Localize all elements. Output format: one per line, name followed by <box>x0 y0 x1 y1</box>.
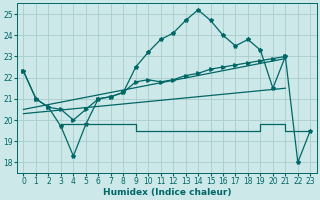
X-axis label: Humidex (Indice chaleur): Humidex (Indice chaleur) <box>103 188 231 197</box>
